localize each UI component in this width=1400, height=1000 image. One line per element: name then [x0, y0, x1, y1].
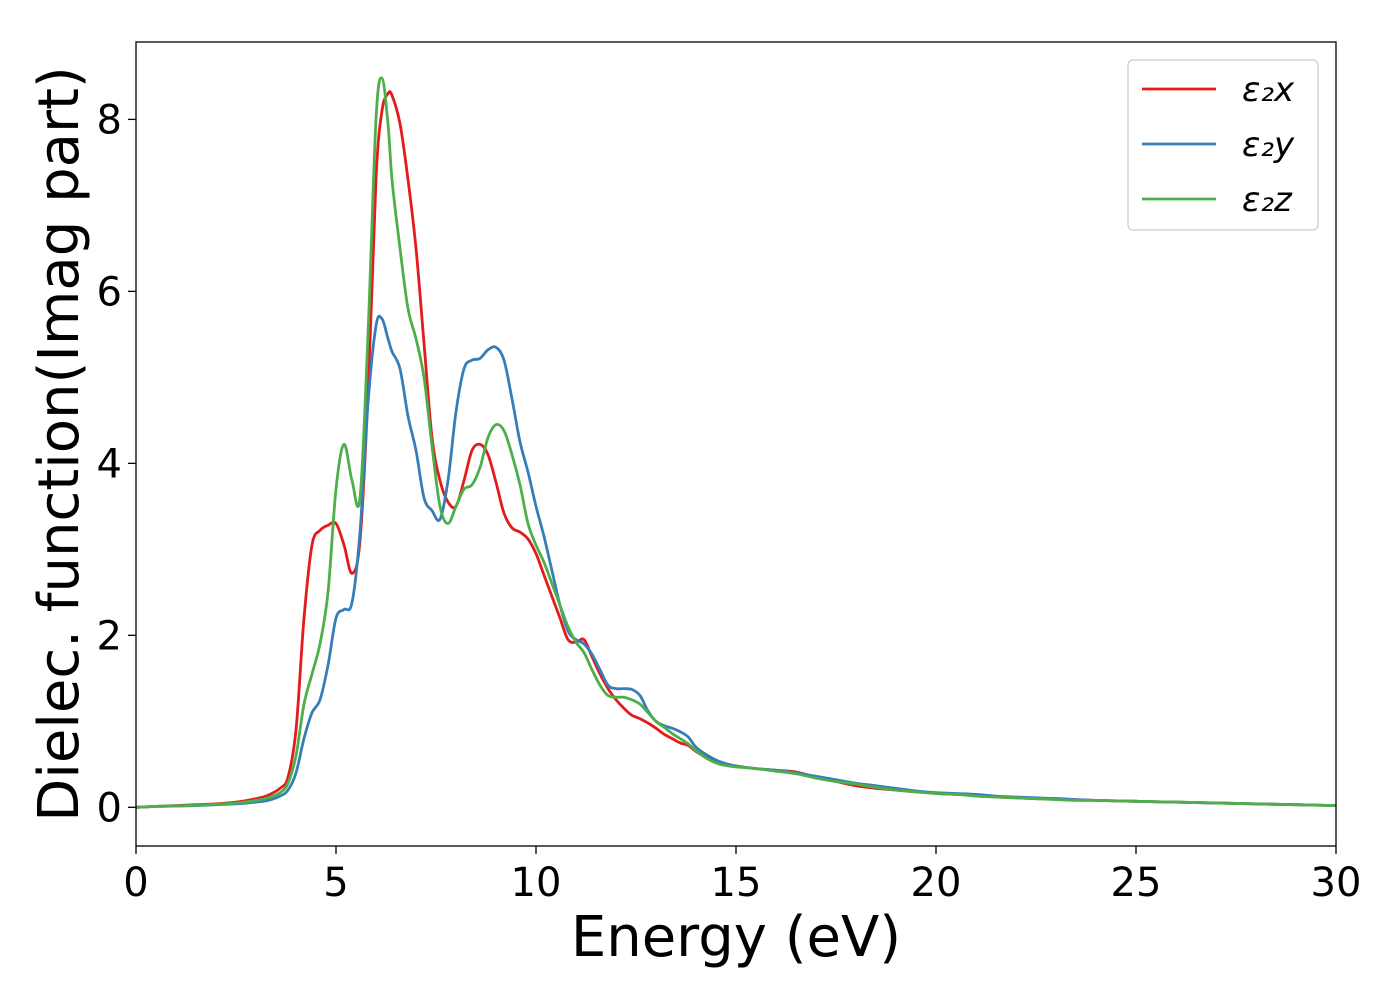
y-tick-label: 2	[97, 613, 122, 659]
y-axis: 0 2 4 6 8	[97, 97, 136, 831]
x-axis: 0 5 10 15 20 25 30	[123, 846, 1361, 906]
y-tick-label: 8	[97, 97, 122, 143]
x-tick-label: 0	[123, 860, 148, 906]
legend-label-3: ε₂z	[1242, 180, 1293, 220]
x-tick-label: 25	[1111, 860, 1162, 906]
x-tick-label: 20	[911, 860, 962, 906]
series-line-3	[135, 76, 1337, 809]
y-tick-label: 0	[97, 785, 122, 831]
legend-label-1: ε₂x	[1242, 70, 1295, 110]
y-tick-label: 4	[97, 441, 122, 487]
x-tick-label: 30	[1311, 860, 1362, 906]
x-tick-label: 15	[711, 860, 762, 906]
legend-label-2: ε₂y	[1242, 125, 1295, 165]
x-axis-title: Energy (eV)	[571, 905, 901, 970]
legend: ε₂x ε₂y ε₂z	[1127, 59, 1319, 231]
y-tick-label: 6	[97, 269, 122, 315]
legend-box	[1127, 59, 1319, 231]
y-axis-title: Dielec. function(Imag part)	[27, 66, 92, 822]
x-tick-label: 5	[323, 860, 348, 906]
series-layer	[135, 76, 1337, 809]
x-tick-label: 10	[511, 860, 562, 906]
